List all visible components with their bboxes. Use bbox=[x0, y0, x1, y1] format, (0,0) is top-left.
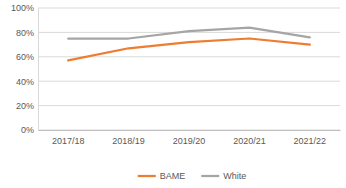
legend-item: BAME bbox=[138, 171, 186, 181]
x-tick-label: 2017/18 bbox=[52, 136, 85, 146]
x-tick-label: 2018/19 bbox=[112, 136, 145, 146]
y-tick-label: 60% bbox=[16, 52, 34, 62]
x-tick: 2020/21 bbox=[233, 130, 266, 146]
x-tick-label: 2019/20 bbox=[173, 136, 206, 146]
y-tick-label: 0% bbox=[21, 125, 34, 135]
series-line bbox=[68, 28, 310, 39]
chart: 0%20%40%60%80%100%2017/182018/192019/202… bbox=[0, 0, 346, 188]
grid-line bbox=[38, 130, 340, 131]
x-tick: 2017/18 bbox=[52, 130, 85, 146]
series-line bbox=[68, 39, 310, 61]
legend-item: White bbox=[201, 171, 246, 181]
y-tick: 60% bbox=[16, 52, 38, 62]
grid-line bbox=[38, 8, 340, 9]
legend-label: BAME bbox=[160, 171, 186, 181]
legend: BAME White bbox=[138, 171, 247, 181]
y-tick: 20% bbox=[16, 101, 38, 111]
x-tick: 2021/22 bbox=[294, 130, 327, 146]
grid-line bbox=[38, 105, 340, 106]
legend-label: White bbox=[223, 171, 246, 181]
y-tick: 100% bbox=[11, 3, 38, 13]
y-tick-label: 20% bbox=[16, 101, 34, 111]
y-tick: 80% bbox=[16, 28, 38, 38]
y-tick-label: 40% bbox=[16, 77, 34, 87]
grid bbox=[38, 8, 340, 130]
y-tick-label: 100% bbox=[11, 3, 34, 13]
y-tick-label: 80% bbox=[16, 28, 34, 38]
x-axis-line bbox=[39, 130, 341, 131]
x-tick: 2019/20 bbox=[173, 130, 206, 146]
x-tick: 2018/19 bbox=[112, 130, 145, 146]
y-tick: 0% bbox=[21, 125, 38, 135]
y-tick: 40% bbox=[16, 77, 38, 87]
x-tick-label: 2021/22 bbox=[294, 136, 327, 146]
grid-line bbox=[38, 81, 340, 82]
y-axis: 0% 20% 40% 60% 80% 100% bbox=[11, 3, 39, 135]
plot: 0%20%40%60%80%100%2017/182018/192019/202… bbox=[11, 3, 341, 146]
lines bbox=[68, 28, 310, 61]
legend-symbol bbox=[201, 175, 219, 177]
x-axis: 2017/18 2018/19 2019/20 2020/21 2021/22 bbox=[39, 130, 341, 146]
x-tick-label: 2020/21 bbox=[233, 136, 266, 146]
y-axis-line bbox=[38, 9, 39, 131]
legend-symbol bbox=[138, 175, 156, 177]
